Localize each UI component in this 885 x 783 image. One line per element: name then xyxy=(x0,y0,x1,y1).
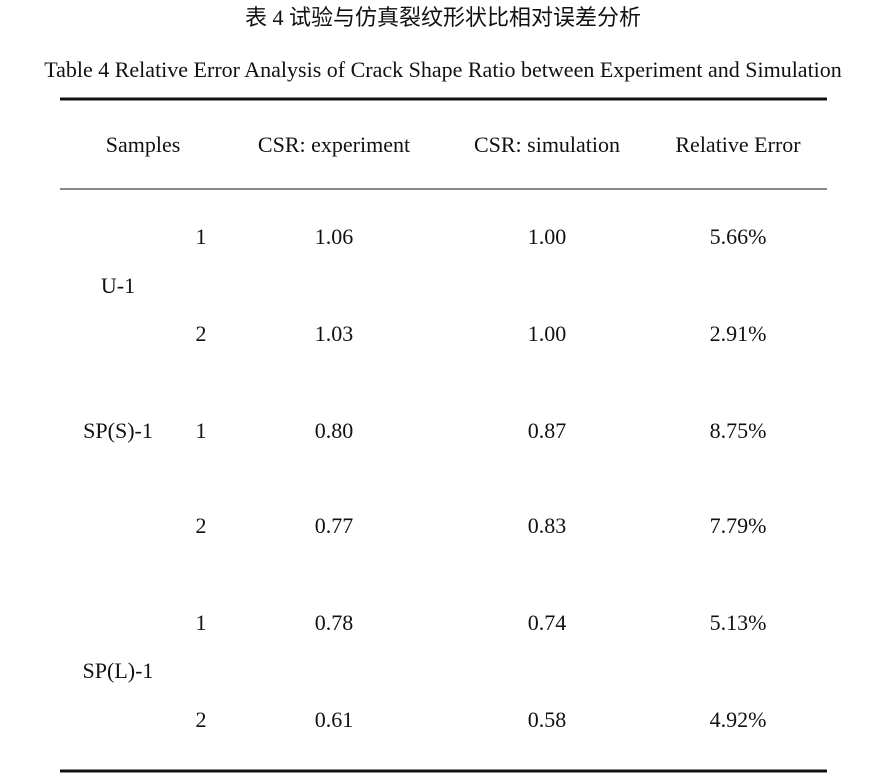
table-cell: 0.78 xyxy=(315,610,354,635)
table-cell: 2 xyxy=(196,707,207,732)
header-cell: Samples xyxy=(106,132,181,157)
table-cell: 0.80 xyxy=(315,418,354,443)
header-cell: CSR: experiment xyxy=(258,132,410,157)
table-cell: 0.87 xyxy=(528,418,567,443)
table-cell: 1.06 xyxy=(315,224,354,249)
header-cell: Relative Error xyxy=(675,132,801,157)
sample-label: SP(S)-1 xyxy=(83,418,153,443)
table-cell: 0.83 xyxy=(528,513,567,538)
sample-label: SP(L)-1 xyxy=(83,658,154,683)
table-cell: 1 xyxy=(196,610,207,635)
title-en: Table 4 Relative Error Analysis of Crack… xyxy=(44,57,842,82)
table-cell: 2 xyxy=(196,321,207,346)
table-cell: 2.91% xyxy=(710,321,767,346)
sample-label: U-1 xyxy=(101,273,135,298)
table-cell: 1 xyxy=(196,418,207,443)
table-cell: 4.92% xyxy=(710,707,767,732)
title-cn: 表 4 试验与仿真裂纹形状比相对误差分析 xyxy=(245,5,641,30)
table-cell: 7.79% xyxy=(710,513,767,538)
table-cell: 5.66% xyxy=(710,224,767,249)
table-cell: 1.00 xyxy=(528,224,567,249)
table-cell: 5.13% xyxy=(710,610,767,635)
table-cell: 0.74 xyxy=(528,610,567,635)
table-cell: 8.75% xyxy=(710,418,767,443)
table-cell: 1.03 xyxy=(315,321,354,346)
header-cell: CSR: simulation xyxy=(474,132,620,157)
table-cell: 1 xyxy=(196,224,207,249)
table-cell: 0.61 xyxy=(315,707,354,732)
table-cell: 0.58 xyxy=(528,707,567,732)
table-cell: 0.77 xyxy=(315,513,354,538)
table-cell: 2 xyxy=(196,513,207,538)
table-cell: 1.00 xyxy=(528,321,567,346)
